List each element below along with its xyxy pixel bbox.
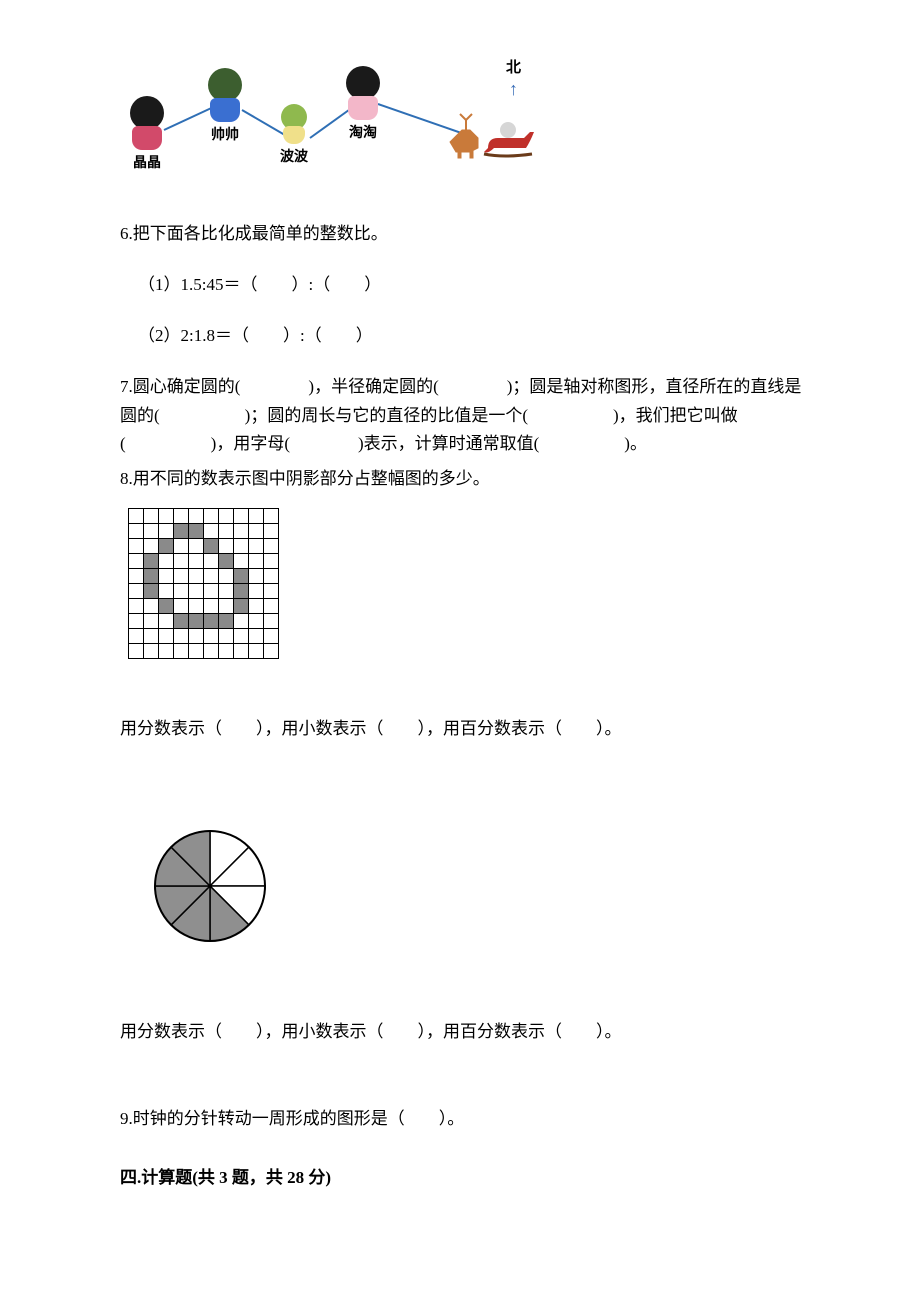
q9-text: 9.时钟的分针转动一周形成的图形是（ ）。 <box>120 1105 810 1134</box>
figure-shuaishuai: 帅帅 <box>208 68 242 148</box>
figure-label: 波波 <box>280 146 308 170</box>
figure-label: 晶晶 <box>133 152 161 176</box>
section4-title: 四.计算题(共 3 题，共 28 分) <box>120 1164 810 1193</box>
q8-grid <box>128 508 810 659</box>
north-label: 北 <box>506 56 521 82</box>
q6-line1: （1）1.5:45＝（ ）:（ ） <box>120 271 810 300</box>
compass-north: 北 ↑ <box>506 56 521 96</box>
direction-illustration: 晶晶 帅帅 波波 淘淘 北 ↑ <box>130 60 550 190</box>
q6-title: 6.把下面各比化成最简单的整数比。 <box>120 220 810 249</box>
figure-label: 淘淘 <box>349 122 377 146</box>
q8-answer-line-a: 用分数表示（ ），用小数表示（ ），用百分数表示（ ）。 <box>120 715 810 744</box>
q6-line2: （2）2:1.8＝（ ）:（ ） <box>120 322 810 351</box>
north-arrow-icon: ↑ <box>506 82 521 96</box>
q7-text: 7.圆心确定圆的( )，半径确定圆的( )；圆是轴对称图形，直径所在的直线是圆的… <box>120 373 810 460</box>
figure-bobo: 波波 <box>280 104 308 170</box>
figure-jingjing: 晶晶 <box>130 96 164 176</box>
q8-pie-chart <box>150 826 810 956</box>
q8-answer-line-b: 用分数表示（ ），用小数表示（ ），用百分数表示（ ）。 <box>120 1018 810 1047</box>
figure-taotao: 淘淘 <box>346 66 380 146</box>
santa-sleigh-icon <box>444 108 536 160</box>
figure-label: 帅帅 <box>211 124 239 148</box>
q8-title: 8.用不同的数表示图中阴影部分占整幅图的多少。 <box>120 465 810 494</box>
